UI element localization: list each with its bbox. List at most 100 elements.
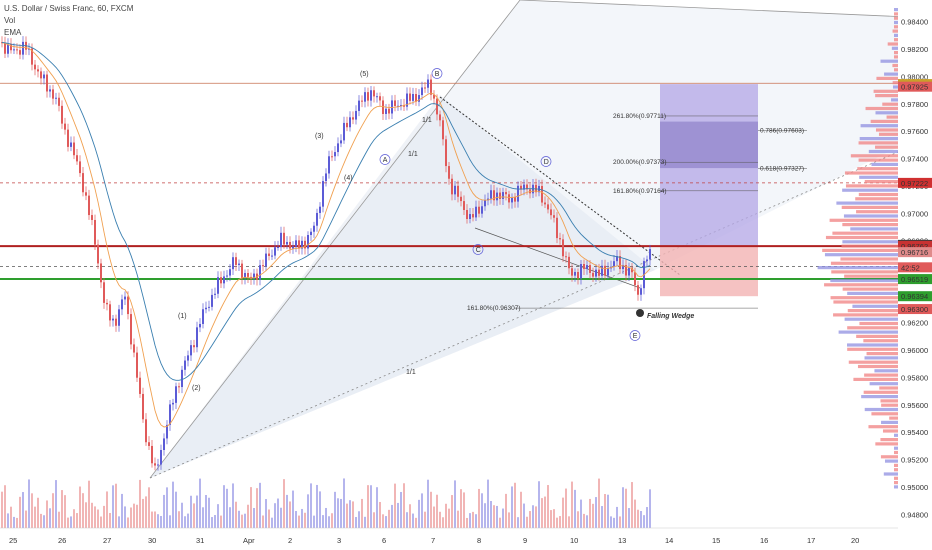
candle-body	[46, 74, 48, 92]
volume-profile-bar	[866, 352, 898, 356]
candle-body	[424, 87, 426, 89]
candle-body	[577, 271, 579, 279]
volume-bar	[496, 505, 498, 528]
candle-body	[229, 269, 231, 276]
volume-profile-bar	[830, 296, 898, 300]
volume-bar	[469, 513, 471, 528]
volume-bar	[133, 503, 135, 528]
candle-body	[238, 263, 240, 265]
candle-body	[190, 345, 192, 356]
volume-profile-bar	[830, 261, 898, 265]
volume-bar	[520, 491, 522, 528]
volume-profile-bar	[844, 317, 898, 321]
candle-body	[271, 255, 273, 257]
volume-bar	[247, 504, 249, 528]
candle-body	[133, 344, 135, 353]
volume-bar	[538, 481, 540, 528]
volume-bar	[343, 478, 345, 528]
volume-bar	[205, 495, 207, 528]
x-tick-label: 17	[807, 536, 815, 545]
volume-bar	[514, 482, 516, 528]
volume-profile-bar	[841, 244, 898, 248]
price-badge	[898, 240, 932, 251]
volume-bar	[298, 515, 300, 528]
wave-label: (3)	[315, 133, 324, 140]
target-inner-zone	[660, 121, 758, 169]
candle-body	[145, 419, 147, 443]
volume-profile-bar	[881, 420, 898, 424]
volume-bar	[175, 491, 177, 528]
volume-bar	[184, 516, 186, 528]
volume-bar	[166, 487, 168, 528]
candle-body	[520, 185, 522, 190]
x-tick-label: 3	[337, 536, 341, 545]
wave-circle	[431, 68, 443, 79]
volume-bar	[13, 516, 15, 528]
trend-line-up	[149, 0, 521, 479]
x-tick-label: 2	[288, 536, 292, 545]
volume-profile-bar	[881, 403, 898, 407]
candle-body	[142, 393, 144, 420]
volume-bar	[118, 516, 120, 528]
volume-profile-bar	[878, 132, 898, 136]
volume-profile-bar	[859, 321, 898, 326]
volume-profile-bar	[880, 399, 898, 403]
volume-bar	[217, 504, 219, 528]
wave-circle	[472, 244, 484, 255]
volume-bar	[346, 503, 348, 528]
volume-profile-bar	[860, 124, 898, 128]
fib-label: 161.80%(0.96307)	[467, 305, 521, 312]
volume-bar	[523, 503, 525, 528]
volume-bar	[550, 510, 552, 528]
volume-bar	[121, 493, 123, 528]
volume-bar	[10, 506, 12, 528]
falling-wedge-label: Falling Wedge	[647, 313, 694, 320]
volume-bar	[316, 484, 318, 528]
volume-bar	[256, 488, 258, 528]
volume-bar	[328, 516, 330, 528]
volume-profile-bar	[894, 33, 898, 37]
volume-bar	[457, 510, 459, 528]
volume-bar	[574, 489, 576, 528]
candle-body	[241, 263, 243, 279]
volume-profile-bar	[894, 20, 898, 25]
candle-body	[568, 256, 570, 269]
ema-slow-line	[1, 41, 651, 381]
candle-body	[151, 445, 153, 464]
volume-profile-bar	[865, 106, 898, 111]
candle-body	[193, 345, 195, 348]
candle-body	[214, 293, 216, 295]
volume-bar	[436, 494, 438, 528]
candle-body	[436, 98, 438, 115]
volume-bar	[385, 516, 387, 528]
volume-bar	[160, 515, 162, 528]
wave-circle	[379, 154, 391, 165]
volume-bar	[40, 513, 42, 528]
volume-bar	[484, 503, 486, 528]
volume-profile-bar	[891, 46, 898, 50]
volume-bar	[397, 502, 399, 528]
volume-profile-bar	[864, 373, 898, 377]
volume-bar	[85, 502, 87, 528]
candle-body	[565, 256, 567, 258]
candle-body	[76, 155, 78, 162]
volume-bar	[322, 515, 324, 528]
volume-profile-bar	[875, 442, 898, 446]
candle-body	[490, 190, 492, 199]
volume-bar	[289, 501, 291, 528]
volume-profile-bar	[871, 162, 898, 166]
volume-bar	[268, 509, 270, 528]
candle-body	[130, 314, 132, 345]
price-badge-text: 0.97925	[901, 83, 928, 92]
volume-bar	[586, 515, 588, 528]
volume-profile-bar	[861, 395, 898, 399]
volume-bar	[541, 498, 543, 528]
volume-profile-bar	[842, 188, 898, 192]
candle-body	[349, 117, 351, 128]
candle-body	[19, 50, 21, 55]
fib-label: 261.80%(0.97711)	[613, 113, 666, 120]
volume-bar	[580, 499, 582, 528]
candle-body	[427, 79, 429, 88]
candle-body	[307, 235, 309, 249]
